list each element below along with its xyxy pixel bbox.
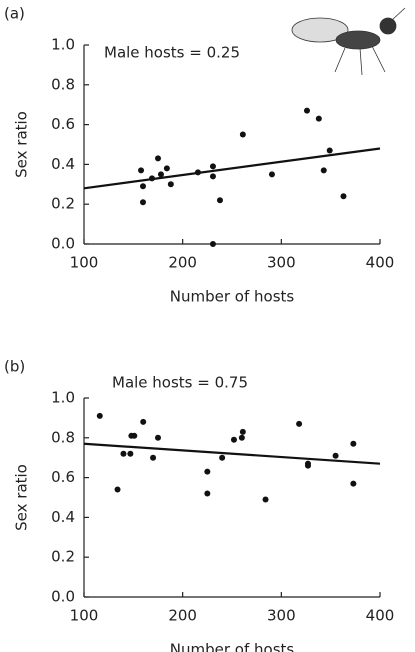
x-axis-label: Number of hosts [170, 641, 295, 652]
point [262, 496, 269, 503]
point [350, 480, 357, 487]
y-tick-label: 0.0 [51, 588, 75, 606]
point [326, 147, 333, 154]
x-tick-label: 400 [366, 254, 395, 272]
point [96, 412, 103, 419]
y-tick-label: 0.8 [51, 428, 75, 446]
point [114, 486, 121, 493]
point [194, 169, 201, 176]
annotation: Male hosts = 0.25 [104, 44, 240, 62]
point [296, 420, 303, 427]
x-tick-label: 100 [70, 254, 99, 272]
point [140, 183, 147, 190]
point [216, 197, 223, 204]
y-tick-label: 0.2 [51, 195, 75, 213]
point [140, 418, 147, 425]
trend-line [83, 442, 381, 465]
point [340, 193, 347, 200]
x-tick-label: 200 [168, 254, 197, 272]
y-tick-label: 1.0 [51, 36, 75, 54]
trend-line [83, 147, 381, 190]
point [155, 155, 161, 162]
point [209, 241, 216, 247]
y-tick-label: 1.0 [51, 389, 75, 407]
point [350, 440, 357, 447]
point [150, 454, 157, 461]
point [167, 181, 174, 188]
point [239, 428, 246, 435]
point [204, 468, 211, 475]
x-tick-label: 200 [168, 607, 197, 625]
point [230, 436, 237, 443]
point [268, 171, 275, 178]
point [209, 163, 216, 170]
y-tick-label: 0.6 [51, 468, 75, 486]
point [163, 165, 170, 172]
x-tick-label: 300 [267, 607, 296, 625]
y-tick-label: 0.0 [51, 235, 75, 253]
x-tick-label: 300 [267, 254, 296, 272]
point [320, 167, 327, 174]
x-tick-label: 400 [366, 607, 395, 625]
annotation: Male hosts = 0.75 [112, 374, 248, 392]
y-tick-label: 0.4 [51, 508, 75, 526]
point [148, 175, 155, 182]
y-axis-label: Sex ratio [13, 111, 31, 178]
point [219, 454, 226, 461]
panel-label: (b) [4, 358, 25, 376]
point [204, 490, 211, 497]
y-tick-label: 0.4 [51, 155, 75, 173]
y-axis-label: Sex ratio [13, 464, 31, 531]
x-axis-label: Number of hosts [170, 288, 295, 306]
point [209, 173, 216, 180]
point [239, 131, 246, 138]
point [304, 462, 311, 469]
point [131, 432, 138, 439]
y-tick-label: 0.8 [51, 75, 75, 93]
point [138, 167, 145, 174]
wasp-illustration [291, 7, 406, 76]
point [157, 171, 164, 178]
point [155, 434, 161, 441]
point [238, 434, 245, 441]
x-tick-label: 100 [70, 607, 99, 625]
point [140, 199, 147, 206]
panel-label: (a) [4, 5, 25, 23]
point [303, 107, 310, 114]
point [315, 115, 322, 122]
point [332, 452, 339, 459]
point [120, 450, 127, 457]
y-tick-label: 0.2 [51, 548, 75, 566]
point [127, 450, 134, 457]
y-tick-label: 0.6 [51, 115, 75, 133]
